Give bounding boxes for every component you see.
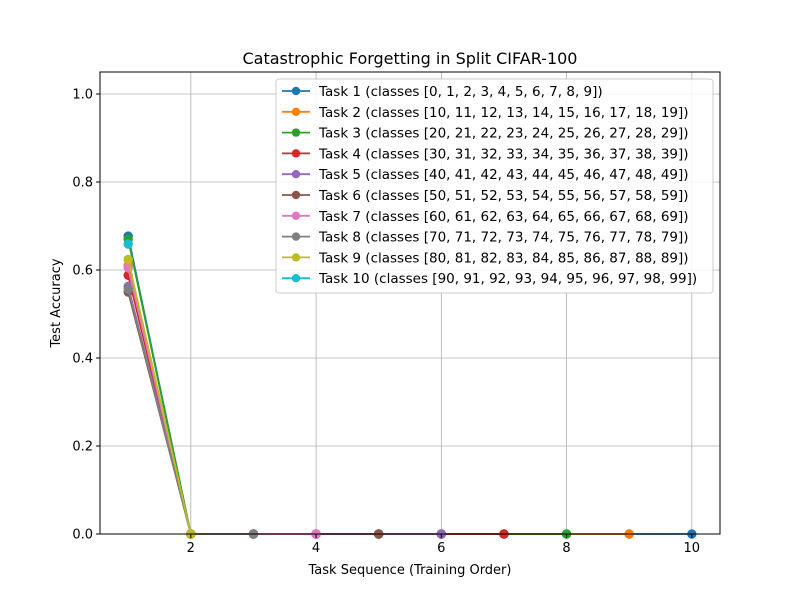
legend-item: Task 1 (classes [0, 1, 2, 3, 4, 5, 6, 7,… bbox=[282, 84, 603, 100]
legend-label: Task 8 (classes [70, 71, 72, 73, 74, 75,… bbox=[318, 230, 689, 246]
legend-item: Task 6 (classes [50, 51, 52, 53, 54, 55,… bbox=[282, 188, 689, 204]
legend-marker bbox=[291, 190, 301, 200]
legend-item: Task 4 (classes [30, 31, 32, 33, 34, 35,… bbox=[282, 146, 689, 162]
legend-label: Task 10 (classes [90, 91, 92, 93, 94, 95… bbox=[318, 271, 697, 287]
series-task-10 bbox=[123, 239, 133, 249]
legend-label: Task 6 (classes [50, 51, 52, 53, 54, 55,… bbox=[318, 188, 689, 204]
legend-item: Task 2 (classes [10, 11, 12, 13, 14, 15,… bbox=[282, 105, 689, 121]
axis-ticks: 2 4 6 8 10 0.0 0.2 0.4 0.6 0.8 1.0 bbox=[72, 88, 700, 557]
legend-marker bbox=[291, 107, 301, 117]
legend-item: Task 5 (classes [40, 41, 42, 43, 44, 45,… bbox=[282, 167, 689, 183]
legend: Task 1 (classes [0, 1, 2, 3, 4, 5, 6, 7,… bbox=[275, 78, 714, 294]
x-tick-label: 4 bbox=[312, 541, 320, 556]
legend-label: Task 1 (classes [0, 1, 2, 3, 4, 5, 6, 7,… bbox=[318, 84, 603, 100]
x-tick-label: 2 bbox=[187, 541, 195, 556]
y-tick-label: 1.0 bbox=[72, 88, 93, 103]
y-tick-label: 0.2 bbox=[72, 440, 93, 455]
x-tick-label: 8 bbox=[562, 541, 570, 556]
y-tick-label: 0.6 bbox=[72, 264, 93, 279]
legend-item: Task 7 (classes [60, 61, 62, 63, 64, 65,… bbox=[282, 209, 689, 225]
legend-item: Task 8 (classes [70, 71, 72, 73, 74, 75,… bbox=[282, 230, 689, 246]
legend-item: Task 10 (classes [90, 91, 92, 93, 94, 95… bbox=[282, 271, 697, 287]
legend-marker bbox=[291, 149, 301, 158]
legend-item: Task 3 (classes [20, 21, 22, 23, 24, 25,… bbox=[282, 126, 689, 142]
legend-marker bbox=[291, 274, 301, 283]
legend-marker bbox=[291, 86, 301, 96]
series-line bbox=[127, 259, 192, 535]
legend-marker bbox=[291, 128, 301, 137]
legend-label: Task 5 (classes [40, 41, 42, 43, 44, 45,… bbox=[318, 167, 689, 183]
chart-title: Catastrophic Forgetting in Split CIFAR-1… bbox=[243, 49, 578, 68]
legend-label: Task 4 (classes [30, 31, 32, 33, 34, 35,… bbox=[318, 146, 689, 162]
legend-label: Task 3 (classes [20, 21, 22, 23, 24, 25,… bbox=[318, 126, 689, 142]
legend-marker bbox=[291, 170, 301, 179]
data-point bbox=[123, 284, 133, 294]
y-tick-label: 0.8 bbox=[72, 176, 93, 191]
x-tick-label: 10 bbox=[684, 541, 701, 556]
legend-item: Task 9 (classes [80, 81, 82, 83, 84, 85,… bbox=[282, 250, 689, 266]
legend-label: Task 7 (classes [60, 61, 62, 63, 64, 65,… bbox=[318, 209, 689, 225]
y-axis-label: Test Accuracy bbox=[49, 258, 64, 348]
legend-box bbox=[275, 78, 714, 294]
data-point bbox=[123, 254, 133, 265]
legend-label: Task 2 (classes [10, 11, 12, 13, 14, 15,… bbox=[318, 105, 689, 121]
legend-marker bbox=[291, 232, 301, 241]
y-tick-label: 0.0 bbox=[72, 528, 93, 543]
legend-marker bbox=[291, 253, 301, 262]
plot-frame bbox=[99, 71, 721, 535]
x-axis-label: Task Sequence (Training Order) bbox=[308, 563, 512, 578]
y-tick-label: 0.4 bbox=[72, 352, 93, 367]
legend-marker bbox=[291, 211, 301, 220]
x-tick-label: 6 bbox=[437, 541, 445, 556]
data-point bbox=[123, 239, 133, 249]
legend-label: Task 9 (classes [80, 81, 82, 83, 84, 85,… bbox=[318, 250, 689, 266]
